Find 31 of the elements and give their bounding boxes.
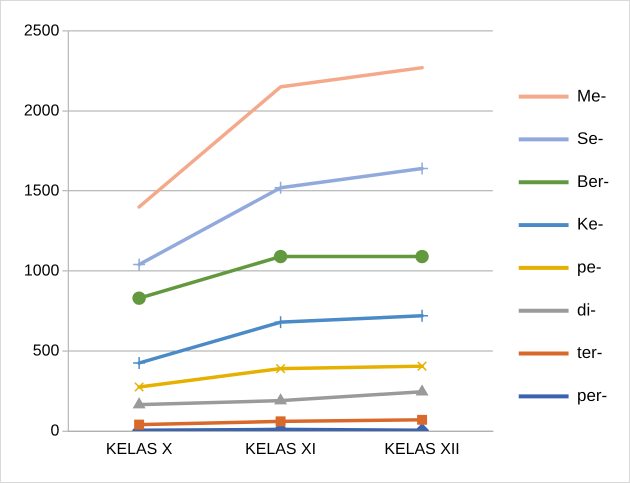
- point: [274, 250, 288, 264]
- point: [274, 394, 287, 404]
- x-tick-label: KELAS X: [106, 440, 173, 458]
- point: [415, 250, 429, 264]
- point: [132, 291, 146, 305]
- x-tick-label: KELAS XI: [245, 440, 316, 458]
- y-tick-label: 2000: [24, 102, 60, 120]
- point: [134, 382, 144, 392]
- point: [132, 258, 146, 272]
- legend-label: per-: [577, 386, 608, 406]
- x-tick-label: KELAS XII: [384, 440, 460, 458]
- point: [276, 364, 286, 374]
- point: [417, 361, 428, 372]
- legend-label: pe-: [577, 258, 602, 277]
- point: [276, 416, 286, 426]
- point: [134, 420, 144, 430]
- legend-label: Ber-: [577, 172, 610, 191]
- y-tick-label: 1000: [24, 262, 60, 280]
- y-tick-label: 2500: [24, 22, 60, 40]
- y-tick-label: 1500: [24, 182, 60, 200]
- legend-label: Me-: [577, 86, 606, 106]
- y-tick-label: 0: [50, 422, 60, 440]
- legend-label: Ke-: [577, 214, 604, 234]
- point: [133, 398, 146, 408]
- legend-label: di-: [577, 300, 596, 320]
- legend-label: Se-: [577, 129, 604, 148]
- legend-label: ter-: [577, 343, 602, 362]
- y-tick-label: 500: [32, 342, 60, 360]
- point: [132, 356, 146, 370]
- point: [416, 385, 428, 396]
- point: [417, 414, 428, 425]
